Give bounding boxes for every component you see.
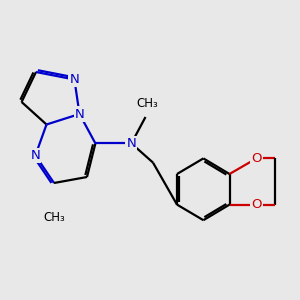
Text: O: O [251, 198, 262, 211]
Text: N: N [127, 137, 136, 150]
Text: N: N [75, 107, 84, 121]
Text: CH₃: CH₃ [43, 211, 65, 224]
Text: CH₃: CH₃ [136, 98, 158, 110]
Text: N: N [31, 149, 40, 162]
Text: O: O [251, 152, 262, 165]
Text: N: N [70, 73, 79, 86]
